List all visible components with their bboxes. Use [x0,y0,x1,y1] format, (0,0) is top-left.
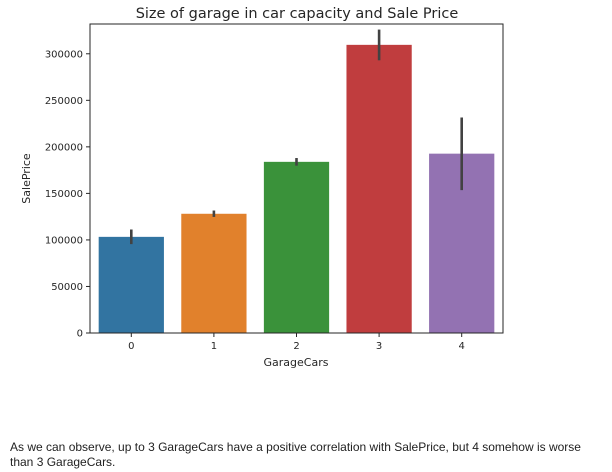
caption-text: As we can observe, up to 3 GarageCars ha… [10,440,581,469]
y-tick-label: 0 [77,329,83,340]
bar [181,213,247,333]
y-tick-label: 150000 [45,189,83,200]
y-tick-label: 50000 [51,282,83,293]
y-tick-label: 100000 [45,235,83,246]
x-tick-label: 2 [293,341,299,352]
bar [346,44,412,333]
y-axis-label: SalePrice [20,153,33,204]
bar [263,161,330,333]
x-axis-label: GarageCars [264,356,329,369]
y-tick-label: 200000 [45,142,83,153]
y-tick-label: 250000 [45,96,83,107]
chart-title: Size of garage in car capacity and Sale … [136,6,459,22]
bar-chart: Size of garage in car capacity and Sale … [20,6,504,369]
bar [98,236,164,333]
x-tick-label: 0 [128,341,134,352]
x-tick-label: 1 [211,341,217,352]
x-tick-label: 3 [376,341,382,352]
plot-area: 0 50000 100000 150000 200000 250000 300000 0 1 2 3… [45,29,495,352]
y-tick-label: 300000 [45,49,83,60]
plot-frame [89,23,504,334]
x-tick-label: 4 [459,341,465,352]
